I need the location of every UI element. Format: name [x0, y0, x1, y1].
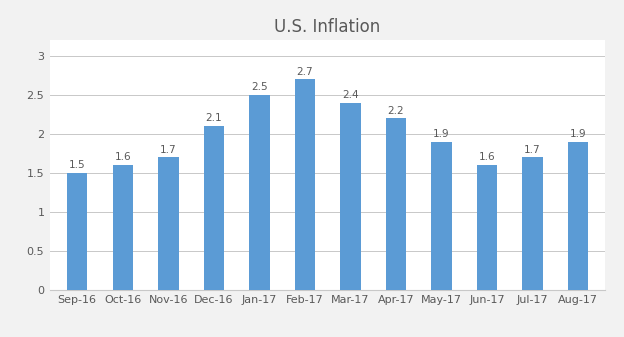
Text: 1.7: 1.7 — [160, 145, 177, 155]
Text: 1.6: 1.6 — [114, 152, 131, 162]
Bar — [386, 118, 406, 290]
Bar — [203, 126, 224, 290]
Text: 1.7: 1.7 — [524, 145, 541, 155]
Text: 2.4: 2.4 — [342, 90, 359, 100]
Bar — [158, 157, 178, 290]
Text: 1.6: 1.6 — [479, 152, 495, 162]
Bar — [522, 157, 543, 290]
Bar — [249, 95, 270, 290]
Bar — [340, 103, 361, 290]
Bar — [295, 80, 315, 290]
Bar — [431, 142, 452, 290]
Text: 2.1: 2.1 — [205, 114, 222, 123]
Text: 1.9: 1.9 — [570, 129, 587, 139]
Bar — [112, 165, 133, 290]
Bar — [568, 142, 588, 290]
Text: 1.5: 1.5 — [69, 160, 85, 170]
Text: 2.7: 2.7 — [296, 67, 313, 77]
Bar — [477, 165, 497, 290]
Text: 2.5: 2.5 — [251, 82, 268, 92]
Text: 1.9: 1.9 — [433, 129, 450, 139]
Title: U.S. Inflation: U.S. Inflation — [275, 18, 381, 36]
Bar — [67, 173, 87, 290]
Text: 2.2: 2.2 — [388, 105, 404, 116]
